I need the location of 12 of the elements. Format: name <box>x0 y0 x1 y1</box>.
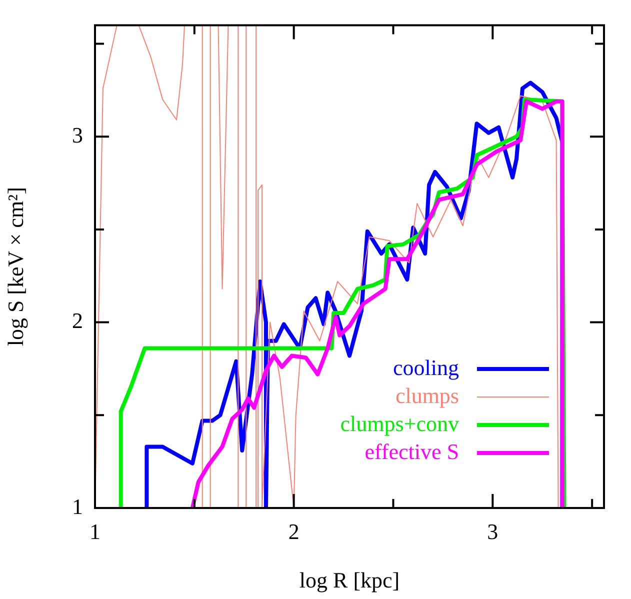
legend-label: cooling <box>393 354 459 380</box>
y-tick-label: 2 <box>72 308 83 334</box>
y-axis-title: log S [keV × cm²] <box>2 187 28 346</box>
legend-label: clumps+conv <box>340 410 459 436</box>
legend-label: effective S <box>364 438 459 464</box>
y-tick-label: 3 <box>72 122 83 148</box>
x-axis-title: log R [kpc] <box>299 568 400 593</box>
y-tick-label: 1 <box>72 494 83 519</box>
x-tick-label: 3 <box>487 518 498 544</box>
legend-label: clumps <box>395 382 459 408</box>
x-tick-label: 2 <box>288 518 300 544</box>
x-tick-label: 1 <box>90 518 100 544</box>
